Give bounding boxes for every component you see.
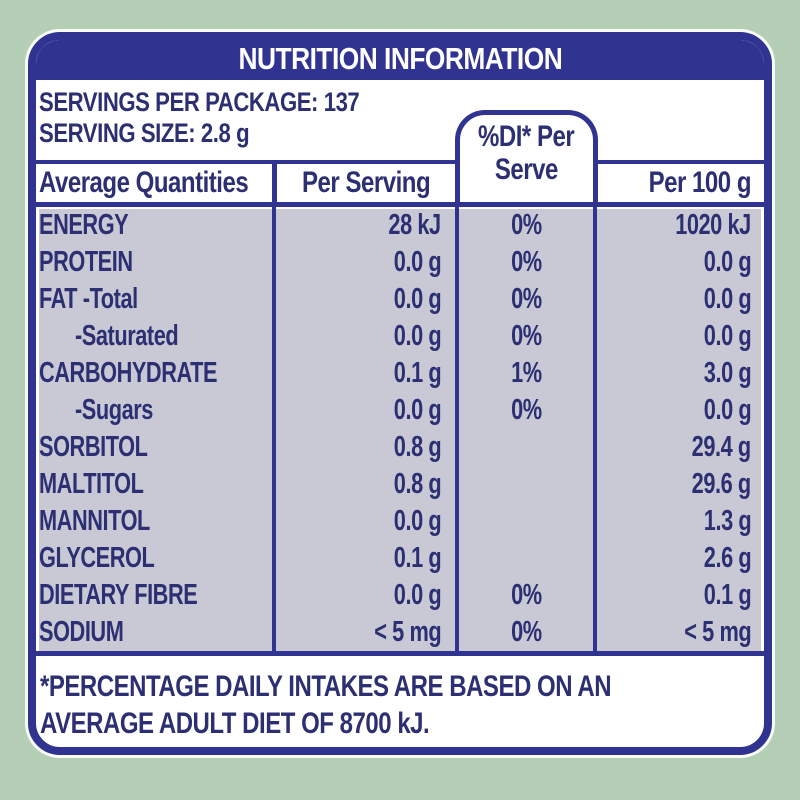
- table-row-glycerol: GLYCEROL 0.1 g 2.6 g: [36, 540, 764, 577]
- table-row-carbohydrate: CARBOHYDRATE 0.1 g 1% 3.0 g: [36, 355, 764, 392]
- di-per-serve-value: 0%: [455, 318, 593, 355]
- nutrient-name: SODIUM: [39, 616, 124, 648]
- per-serving-value: 0.0 g: [272, 281, 455, 318]
- nutrient-name: MANNITOL: [39, 505, 150, 537]
- di-per-serve-value: 0%: [455, 614, 593, 651]
- table-row-fat-total: FAT -Total 0.0 g 0% 0.0 g: [36, 281, 764, 318]
- nutrient-name: -Saturated: [75, 320, 179, 352]
- table-row-fat-saturated: -Saturated 0.0 g 0% 0.0 g: [36, 318, 764, 355]
- per-100g-value: 0.0 g: [593, 318, 764, 355]
- per-100g-value: < 5 mg: [593, 614, 764, 651]
- di-header-line-2: Serve: [495, 153, 558, 186]
- table-body: ENERGY 28 kJ 0% 1020 kJ PROTEIN 0.0 g 0%…: [36, 207, 764, 656]
- servings-per-package-text: SERVINGS PER PACKAGE: 137: [39, 87, 360, 117]
- nutrient-name: GLYCEROL: [39, 542, 155, 574]
- nutrient-name: SORBITOL: [39, 431, 148, 463]
- di-per-serve-value: [455, 540, 593, 577]
- panel-title: NUTRITION INFORMATION: [238, 41, 562, 76]
- header-average-quantities: Average Quantities: [39, 166, 249, 199]
- nutrient-name: CARBOHYDRATE: [39, 357, 218, 389]
- per-100g-value: 29.6 g: [593, 466, 764, 503]
- per-100g-value: 0.0 g: [593, 392, 764, 429]
- nutrient-name: PROTEIN: [39, 246, 133, 278]
- table-row-sodium: SODIUM < 5 mg 0% < 5 mg: [36, 614, 764, 651]
- per-serving-value: 0.1 g: [272, 355, 455, 392]
- di-per-serve-value: 0%: [455, 577, 593, 614]
- per-100g-value: 2.6 g: [593, 540, 764, 577]
- di-per-serve-value: [455, 503, 593, 540]
- footnote-line-2: AVERAGE ADULT DIET OF 8700 kJ.: [40, 707, 430, 740]
- serving-size-text: SERVING SIZE: 2.8 g: [39, 118, 250, 148]
- per-serving-value: 0.0 g: [272, 392, 455, 429]
- per-serving-value: 0.0 g: [272, 244, 455, 281]
- di-per-serve-value: 1%: [455, 355, 593, 392]
- table-row-sugars: -Sugars 0.0 g 0% 0.0 g: [36, 392, 764, 429]
- table-row-mannitol: MANNITOL 0.0 g 1.3 g: [36, 503, 764, 540]
- per-100g-value: 1020 kJ: [593, 207, 764, 244]
- nutrient-name: MALTITOL: [39, 468, 144, 500]
- servings-per-package-line: SERVINGS PER PACKAGE: 137: [39, 87, 430, 118]
- table-row-dietary-fibre: DIETARY FIBRE 0.0 g 0% 0.1 g: [36, 577, 764, 614]
- per-100g-value: 0.1 g: [593, 577, 764, 614]
- per-serving-value: 28 kJ: [272, 207, 455, 244]
- per-serving-value: 0.8 g: [272, 429, 455, 466]
- per-serving-value: 0.1 g: [272, 540, 455, 577]
- nutrition-panel: NUTRITION INFORMATION SERVINGS PER PACKA…: [28, 32, 772, 755]
- per-serving-value: 0.0 g: [272, 577, 455, 614]
- di-per-serve-value: [455, 466, 593, 503]
- di-per-serve-value: 0%: [455, 244, 593, 281]
- di-header-line-1: %DI* Per: [478, 120, 575, 153]
- header-per-serving: Per Serving: [272, 164, 455, 202]
- nutrition-table: Average Quantities Per Serving Per 100 g…: [36, 160, 764, 656]
- per-serving-value: 0.8 g: [272, 466, 455, 503]
- nutrient-name: DIETARY FIBRE: [39, 579, 198, 611]
- footnote-line-1: *PERCENTAGE DAILY INTAKES ARE BASED ON A…: [40, 670, 612, 703]
- table-row-energy: ENERGY 28 kJ 0% 1020 kJ: [36, 207, 764, 244]
- per-100g-value: 3.0 g: [593, 355, 764, 392]
- nutrient-name: -Sugars: [75, 394, 153, 426]
- footnote: *PERCENTAGE DAILY INTAKES ARE BASED ON A…: [40, 668, 756, 742]
- table-row-maltitol: MALTITOL 0.8 g 29.6 g: [36, 466, 764, 503]
- di-per-serve-value: 0%: [455, 207, 593, 244]
- di-per-serve-value: 0%: [455, 281, 593, 318]
- table-row-sorbitol: SORBITOL 0.8 g 29.4 g: [36, 429, 764, 466]
- nutrient-name: FAT -Total: [39, 283, 138, 315]
- servings-block: SERVINGS PER PACKAGE: 137 SERVING SIZE: …: [39, 87, 430, 149]
- per-serving-value: < 5 mg: [272, 614, 455, 651]
- per-100g-value: 1.3 g: [593, 503, 764, 540]
- per-100g-value: 0.0 g: [593, 244, 764, 281]
- di-per-serve-value: [455, 429, 593, 466]
- nutrition-panel-inner: NUTRITION INFORMATION SERVINGS PER PACKA…: [36, 40, 764, 747]
- header-per-100g: Per 100 g: [648, 166, 752, 199]
- per-serving-value: 0.0 g: [272, 318, 455, 355]
- serving-size-line: SERVING SIZE: 2.8 g: [39, 118, 430, 149]
- title-bar: NUTRITION INFORMATION: [36, 40, 764, 80]
- nutrient-name: ENERGY: [39, 209, 129, 241]
- per-100g-value: 0.0 g: [593, 281, 764, 318]
- per-serving-value: 0.0 g: [272, 503, 455, 540]
- di-per-serve-bubble: %DI* Per Serve: [455, 110, 598, 202]
- table-header-row: Average Quantities Per Serving Per 100 g: [36, 160, 764, 207]
- di-per-serve-value: 0%: [455, 392, 593, 429]
- table-row-protein: PROTEIN 0.0 g 0% 0.0 g: [36, 244, 764, 281]
- per-100g-value: 29.4 g: [593, 429, 764, 466]
